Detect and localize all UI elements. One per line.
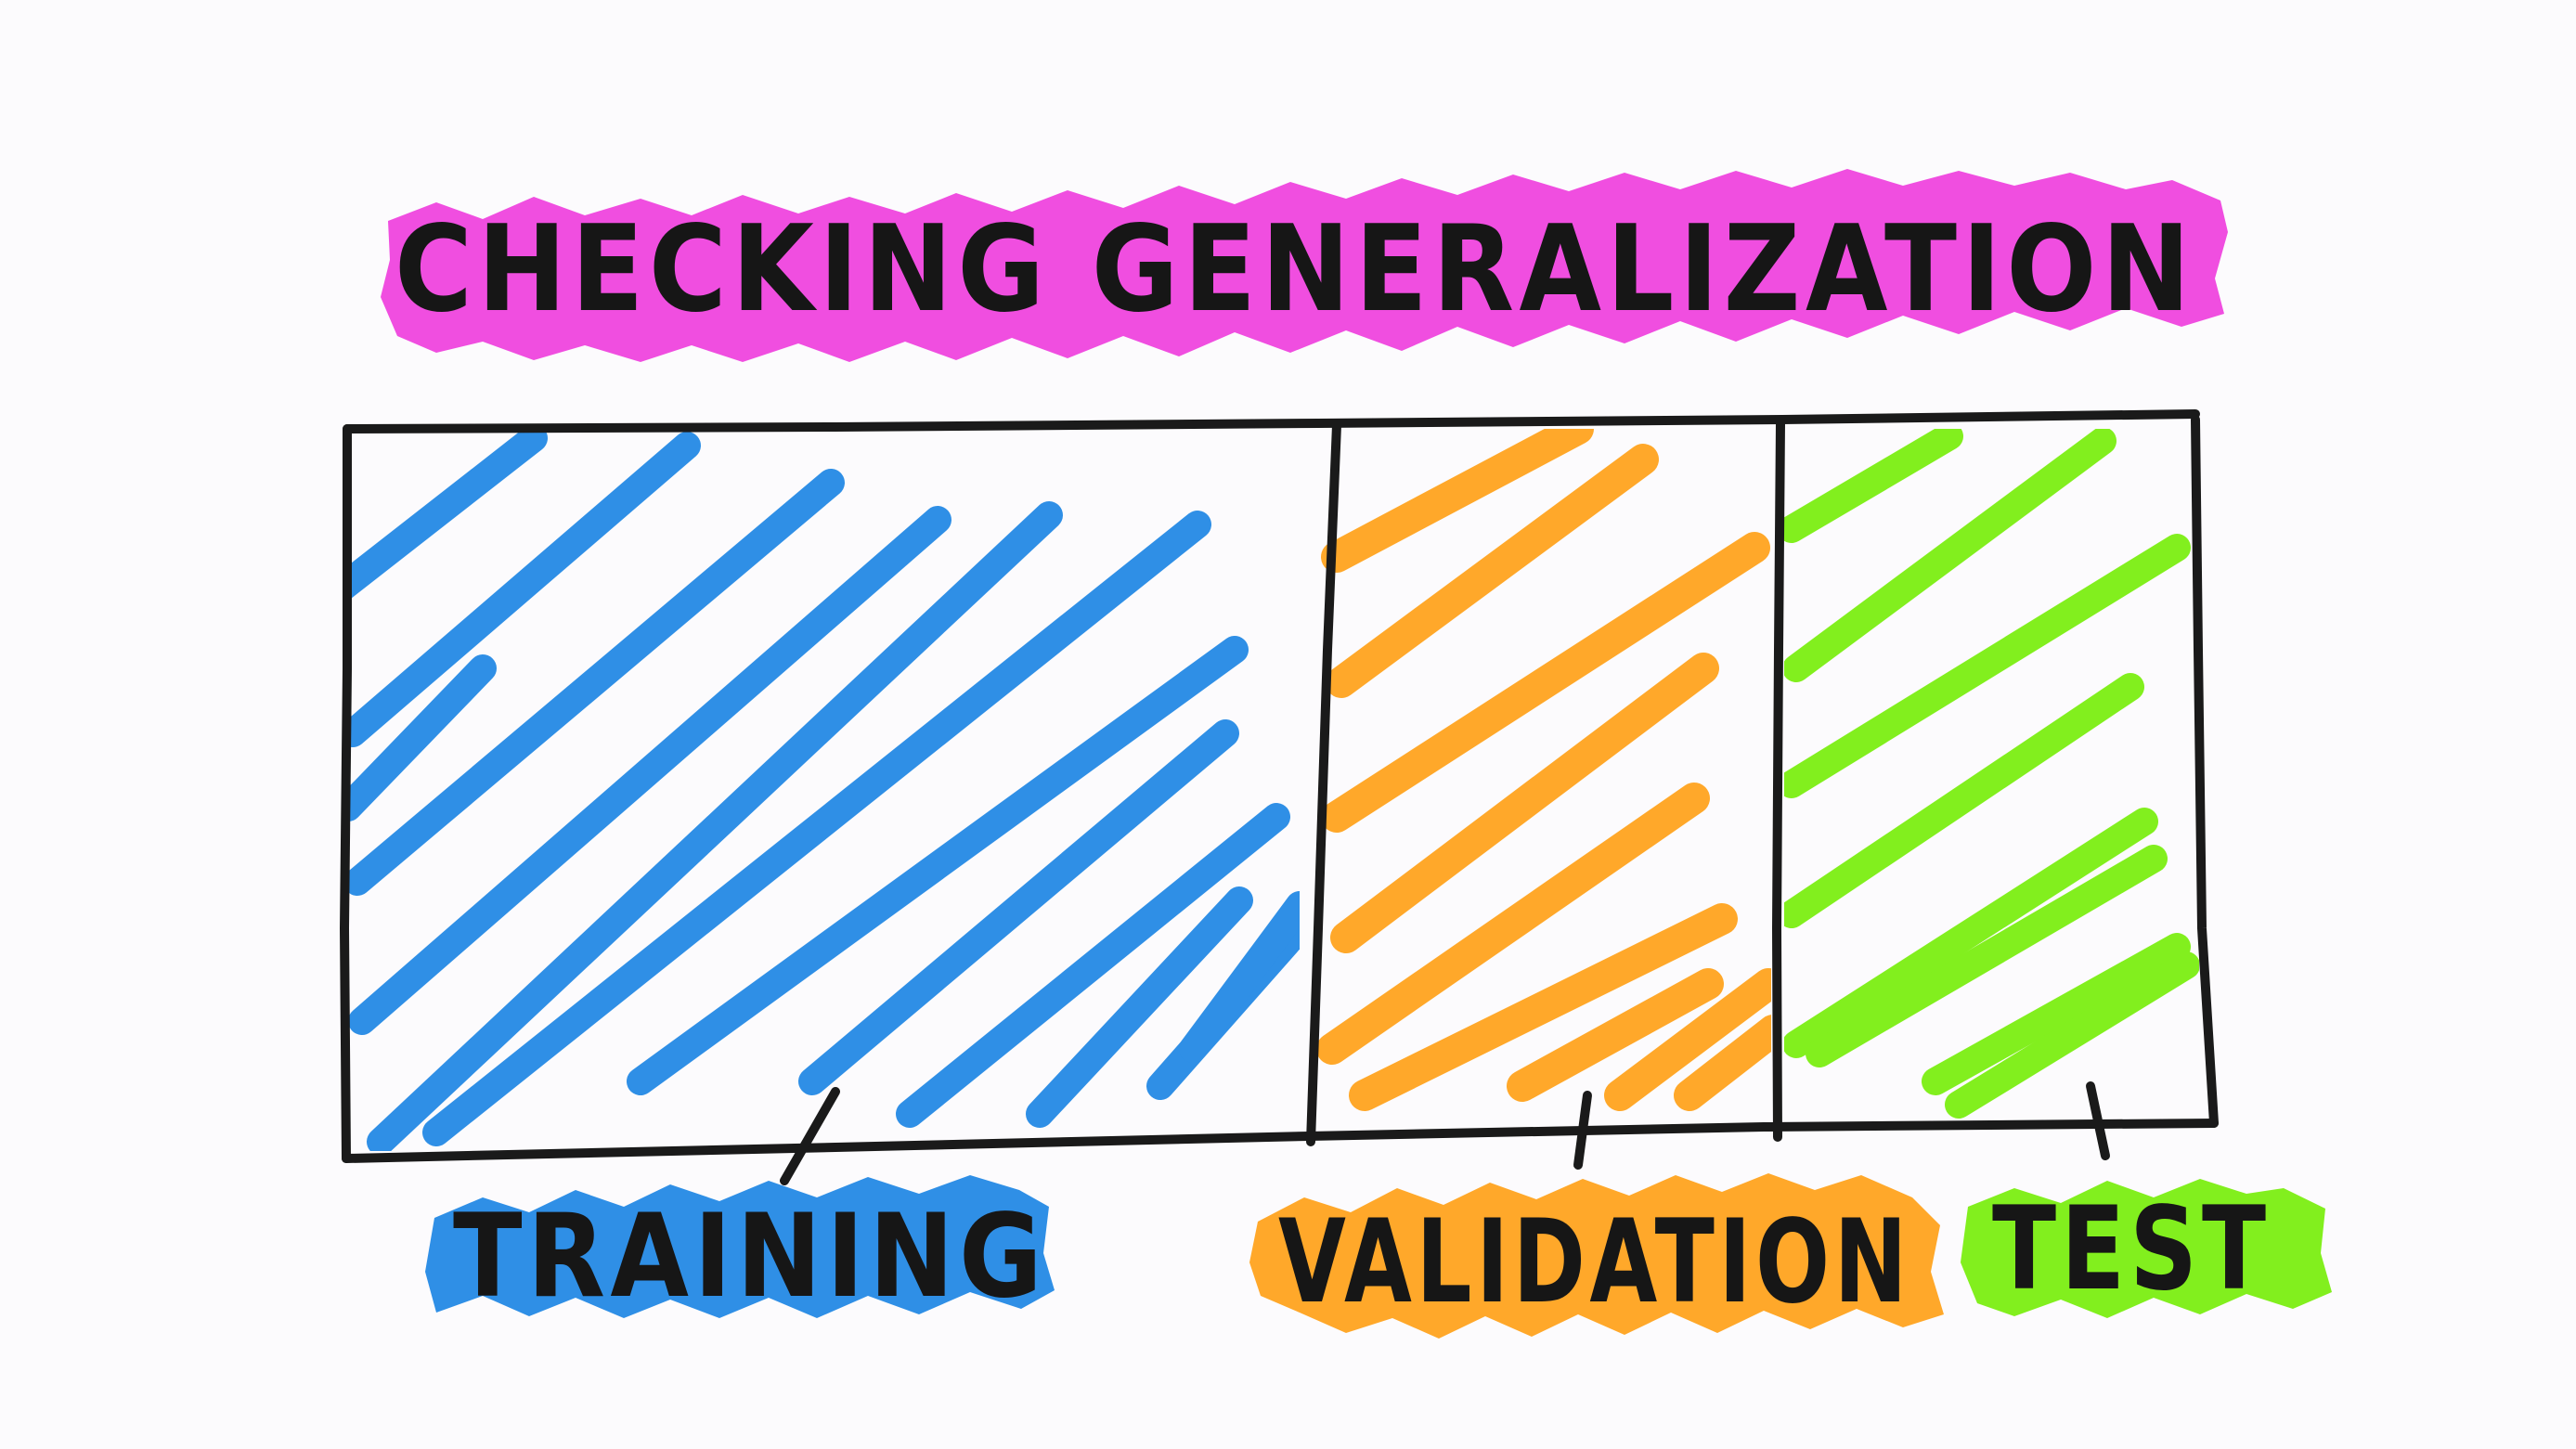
test-hatching <box>1784 429 2199 1119</box>
split-box <box>340 409 2219 1163</box>
divider-val-test <box>1772 419 1785 1142</box>
test-label-highlight <box>1961 1179 2332 1318</box>
training-label-highlight <box>425 1175 1055 1318</box>
leader-ticks <box>780 1081 2110 1185</box>
title-group: CHECKING GENERALIZATION <box>381 169 2228 362</box>
box-left-edge <box>340 424 352 1163</box>
test-label-group: TEST <box>1961 1179 2332 1318</box>
box-bottom-edge <box>342 1119 2219 1163</box>
title-highlight <box>381 169 2228 362</box>
validation-label-group: VALIDATION <box>1249 1173 1944 1339</box>
title-text: CHECKING GENERALIZATION <box>395 201 2195 339</box>
test-leader <box>2086 1081 2110 1160</box>
divider-train-val <box>1306 420 1341 1146</box>
training-leader <box>780 1087 840 1185</box>
validation-label-highlight <box>1249 1173 1944 1339</box>
box-right-edge <box>2191 415 2219 1128</box>
validation-leader <box>1573 1091 1592 1170</box>
training-label: TRAINING <box>453 1190 1047 1324</box>
box-top-edge <box>343 409 2200 433</box>
training-label-group: TRAINING <box>425 1175 1055 1324</box>
test-label: TEST <box>1992 1183 2271 1316</box>
validation-hatching <box>1316 429 1771 1111</box>
training-hatching <box>345 429 1300 1151</box>
validation-label: VALIDATION <box>1278 1196 1911 1329</box>
